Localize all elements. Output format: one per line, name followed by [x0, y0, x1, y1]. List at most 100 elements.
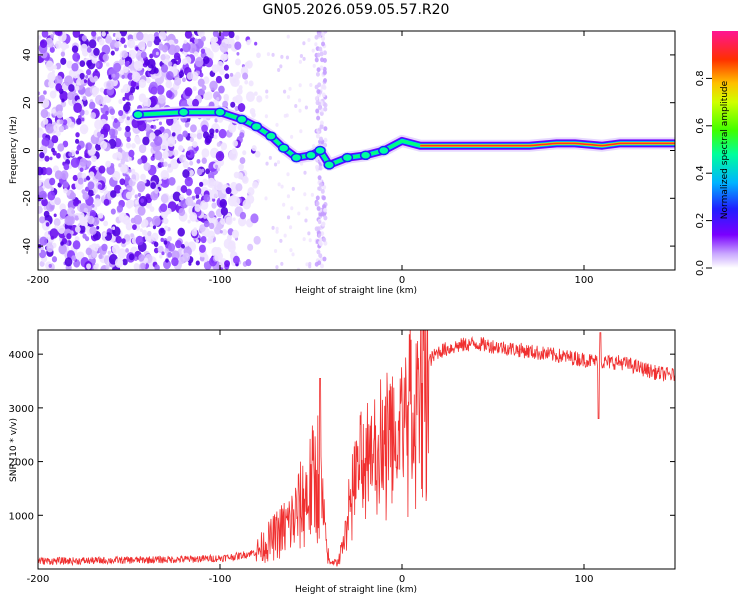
noise-speck	[58, 244, 67, 255]
noise-speck	[98, 38, 105, 46]
noise-speck	[144, 257, 149, 263]
noise-speck	[319, 263, 324, 269]
noise-speck	[194, 186, 202, 196]
noise-speck	[233, 171, 240, 179]
noise-speck	[203, 214, 207, 219]
noise-speck	[124, 175, 131, 182]
noise-speck	[215, 150, 225, 162]
noise-speck	[62, 181, 69, 189]
noise-speck	[230, 194, 237, 204]
noise-speck	[203, 220, 210, 228]
noise-speck	[161, 44, 169, 53]
colorbar-label: Normalized spectral amplitude	[720, 80, 730, 219]
noise-speck	[222, 53, 229, 61]
noise-speck	[298, 59, 302, 64]
noise-speck	[133, 263, 140, 270]
noise-speck	[72, 174, 78, 182]
noise-speck	[215, 181, 224, 191]
noise-speck	[155, 51, 159, 56]
noise-speck	[76, 144, 82, 151]
carrier-track	[132, 106, 675, 171]
noise-speck	[114, 32, 122, 41]
noise-speck	[206, 177, 216, 189]
noise-speck	[68, 152, 73, 157]
noise-speck	[265, 161, 269, 166]
noise-speck	[81, 48, 89, 57]
noise-speck	[158, 121, 163, 126]
noise-speck	[188, 262, 192, 266]
noise-speck	[323, 137, 328, 143]
noise-speck	[160, 169, 169, 180]
noise-speck	[242, 72, 249, 80]
noise-speck	[207, 171, 215, 180]
noise-speck	[297, 98, 302, 103]
noise-speck	[64, 257, 73, 267]
noise-speck	[101, 243, 108, 252]
noise-speck	[53, 218, 61, 227]
noise-speck	[264, 114, 268, 119]
noise-speck	[136, 31, 144, 41]
noise-speck	[195, 260, 200, 266]
noise-speck	[79, 217, 87, 227]
noise-speck	[320, 221, 325, 227]
noise-speck	[90, 112, 97, 119]
noise-speck	[112, 226, 116, 231]
noise-speck	[244, 80, 249, 85]
noise-speck	[201, 85, 207, 91]
noise-speck	[237, 103, 246, 113]
noise-speck	[320, 57, 325, 63]
noise-speck	[125, 191, 133, 200]
noise-speck	[56, 110, 64, 119]
noise-speck	[147, 230, 152, 237]
y-tick-label: 20	[22, 96, 33, 109]
noise-speck	[170, 125, 176, 131]
noise-speck	[228, 149, 238, 161]
noise-speck	[304, 218, 308, 223]
noise-speck	[314, 57, 319, 63]
noise-speck	[202, 56, 210, 65]
noise-speck	[236, 52, 240, 56]
noise-speck	[192, 141, 198, 148]
noise-speck	[138, 41, 146, 51]
noise-speck	[139, 228, 143, 232]
noise-speck	[110, 45, 114, 50]
noise-speck	[286, 34, 290, 39]
noise-speck	[185, 188, 192, 196]
noise-speck	[72, 31, 81, 38]
noise-speck	[224, 38, 229, 44]
noise-speck	[233, 255, 240, 264]
noise-speck	[291, 252, 295, 257]
noise-speck	[138, 93, 147, 103]
noise-speck	[191, 228, 198, 237]
carrier-blob	[265, 131, 277, 141]
noise-speck	[308, 238, 312, 243]
noise-speck	[166, 165, 174, 173]
noise-speck	[38, 179, 42, 187]
noise-speck	[264, 196, 268, 201]
noise-speck	[150, 124, 154, 129]
noise-speck	[182, 130, 188, 138]
noise-speck	[277, 182, 281, 187]
noise-speck	[119, 69, 125, 75]
noise-speck	[38, 91, 41, 96]
noise-speck	[39, 236, 48, 246]
x-tick-label: 100	[574, 574, 593, 585]
noise-speck	[121, 74, 125, 79]
noise-speck	[134, 194, 138, 199]
noise-speck	[314, 34, 319, 40]
noise-speck	[228, 240, 236, 250]
noise-speck	[171, 257, 179, 267]
noise-speck	[172, 191, 181, 202]
noise-speck	[314, 95, 319, 101]
noise-speck	[254, 150, 261, 158]
noise-speck	[319, 211, 324, 217]
noise-speck	[200, 200, 209, 211]
noise-speck	[108, 128, 116, 137]
noise-speck	[166, 136, 176, 148]
y-tick-label: -40	[22, 238, 33, 254]
noise-speck	[165, 90, 173, 99]
noise-speck	[253, 91, 258, 96]
noise-speck	[154, 264, 160, 270]
noise-speck	[160, 203, 168, 213]
noise-speck	[188, 169, 195, 177]
